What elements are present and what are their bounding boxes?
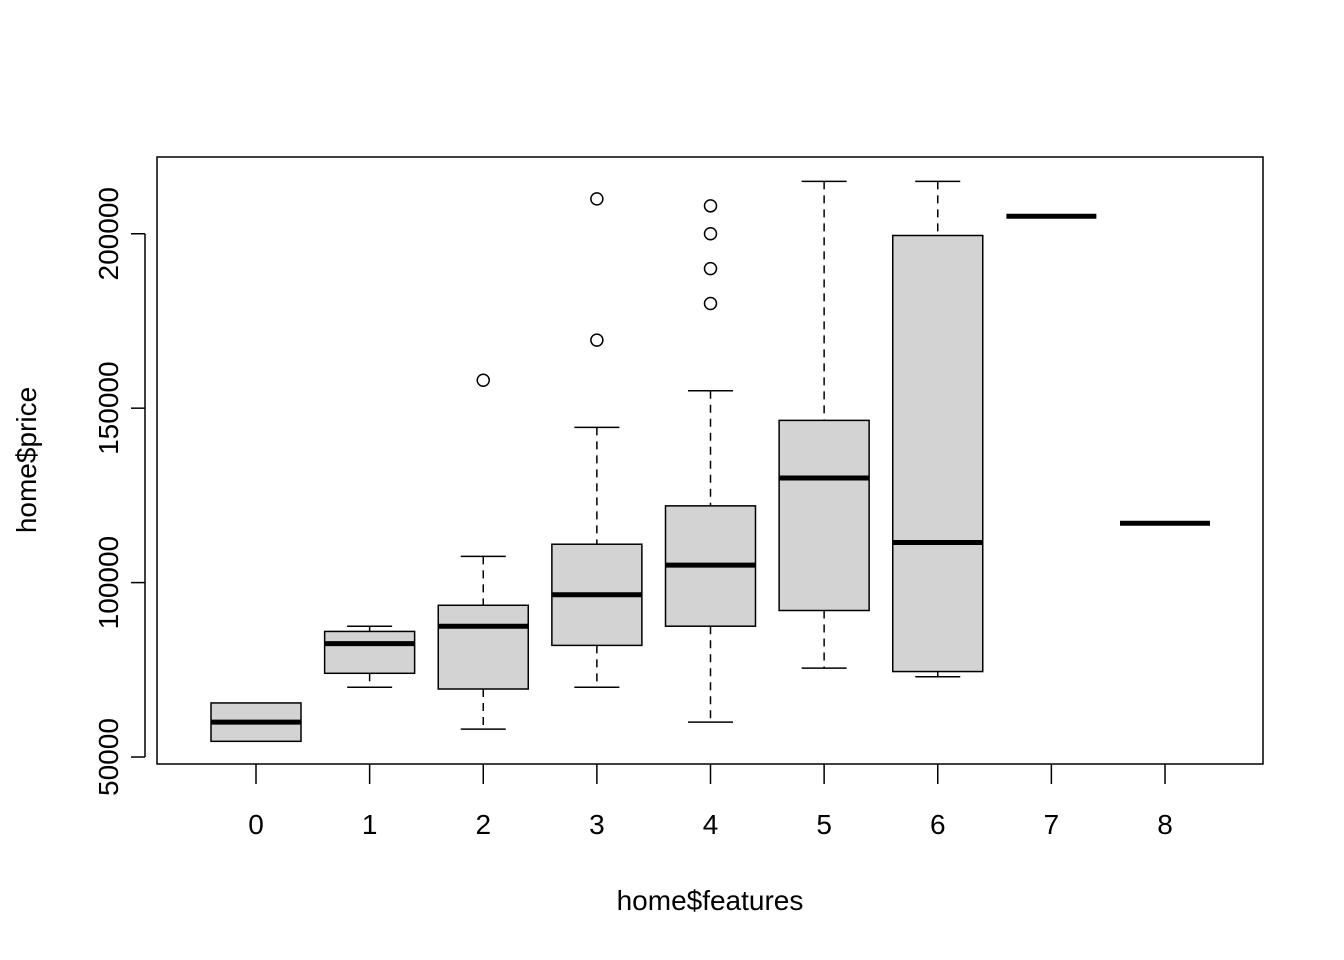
y-tick-label: 200000 [93,187,124,280]
box-series [210,180,1210,743]
box-iqr [778,419,870,612]
x-tick-label: 7 [1044,809,1060,840]
box-category-6 [892,180,984,678]
outlier-point [590,333,604,347]
x-tick-label: 8 [1157,809,1173,840]
y-axis: 50000 100000 150000 200000 [93,187,146,796]
outlier-point [703,226,718,241]
y-tick-label: 150000 [93,361,124,454]
x-axis: 0 1 2 3 4 5 6 7 8 [248,764,1173,840]
y-tick-label: 100000 [93,536,124,629]
x-tick-label: 1 [362,809,378,840]
box-category-5 [778,180,870,669]
x-tick-label: 4 [703,809,719,840]
x-tick-label: 5 [816,809,832,840]
x-tick-label: 2 [475,809,491,840]
outlier-point [590,192,604,206]
x-tick-label: 3 [589,809,605,840]
box-category-4 [664,199,757,723]
y-tick-label: 50000 [93,718,124,796]
outlier-point [703,261,718,276]
x-tick-label: 6 [930,809,946,840]
box-category-3 [551,192,643,689]
y-axis-label: home$price [11,387,42,533]
outlier-point [476,373,490,388]
box-iqr [437,604,529,690]
outlier-point [703,296,718,311]
box-iqr [323,630,416,675]
outlier-point [703,199,718,213]
box-category-2 [437,373,529,730]
x-axis-label: home$features [617,885,804,916]
box-category-1 [323,625,416,689]
box-category-0 [210,702,302,743]
x-tick-label: 0 [248,809,264,840]
box-iqr [892,234,984,673]
